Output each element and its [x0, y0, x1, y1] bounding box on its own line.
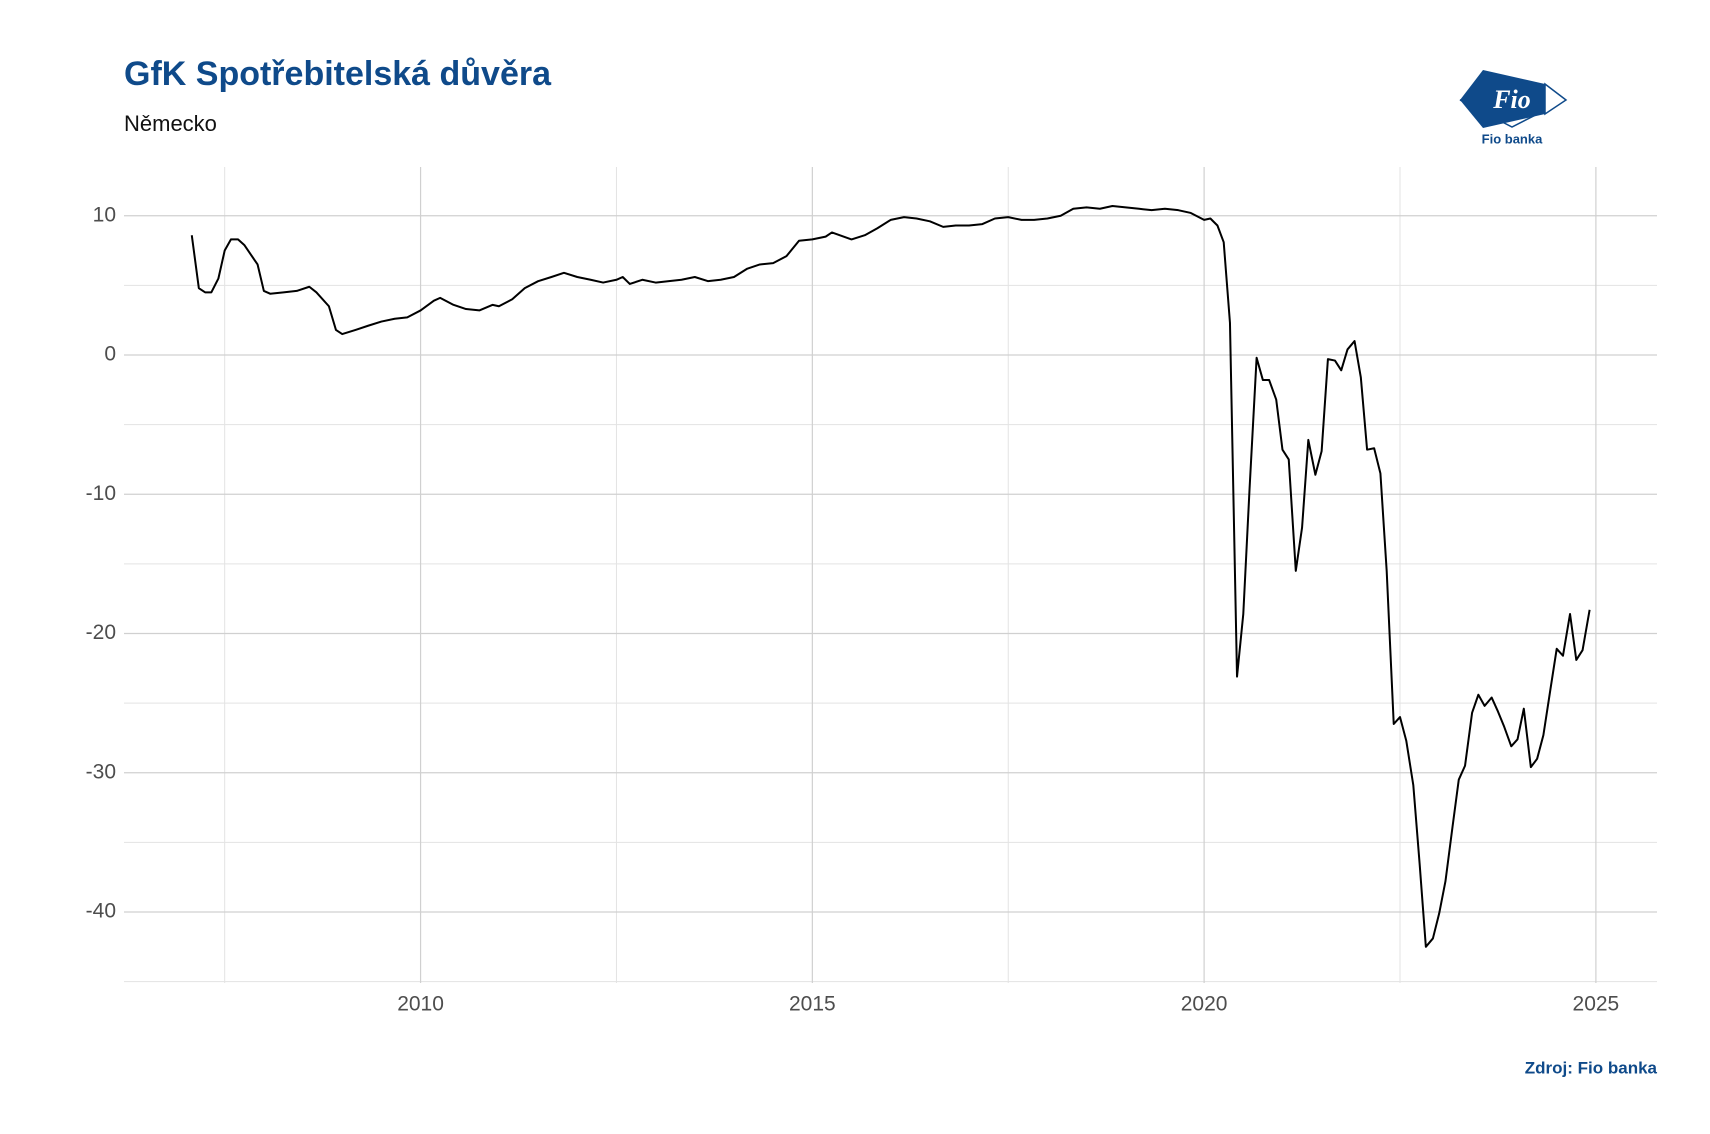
logo: Fio Fio banka: [1459, 70, 1568, 146]
y-tick-label: -40: [86, 900, 116, 923]
logo-shape: [1544, 82, 1568, 116]
chart-title: GfK Spotřebitelská důvěra: [124, 55, 552, 93]
x-tick-label: 2010: [397, 993, 444, 1016]
logo-mark: Fio: [1492, 85, 1531, 114]
y-tick-label: 0: [104, 343, 116, 366]
plot: -40 -30 -20 -10 0 10 2010 2015 2020 2025: [86, 167, 1657, 1016]
y-tick-label: 10: [93, 203, 116, 226]
y-tick-label: -10: [86, 482, 116, 505]
chart-subtitle: Německo: [124, 111, 217, 136]
data-line: [190, 204, 1591, 948]
logo-shape: [1460, 70, 1545, 128]
x-tick-label: 2020: [1181, 993, 1228, 1016]
x-tick-label: 2025: [1573, 993, 1620, 1016]
y-tick-label: -30: [86, 760, 116, 783]
logo-name: Fio banka: [1482, 131, 1543, 146]
y-tick-label: -20: [86, 621, 116, 644]
x-tick-label: 2015: [789, 993, 836, 1016]
source: Zdroj: Fio banka: [1525, 1058, 1658, 1077]
